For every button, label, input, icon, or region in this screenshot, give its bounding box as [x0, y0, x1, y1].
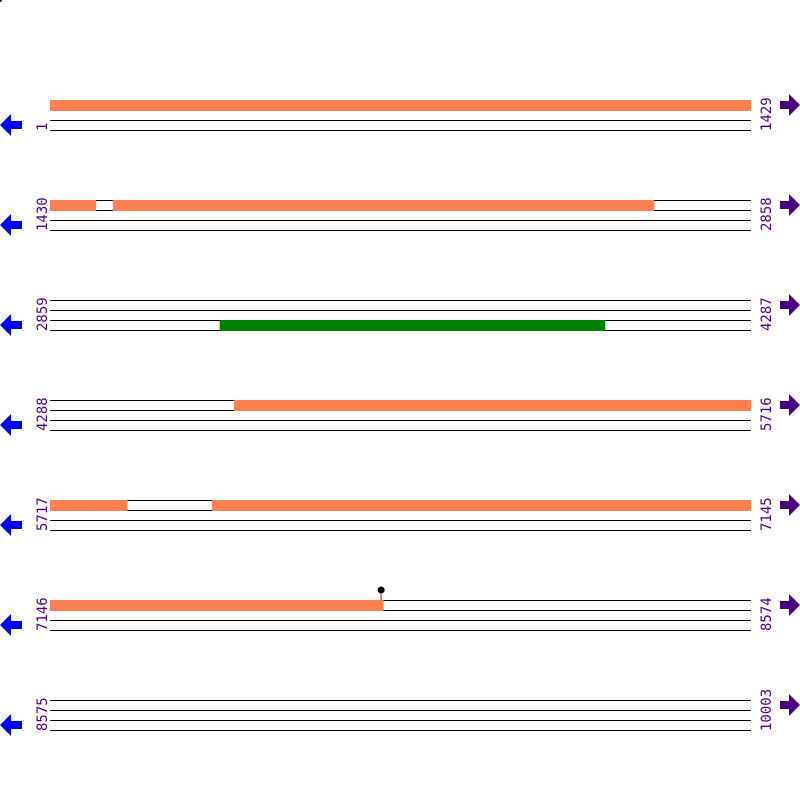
- arrow-right-icon: [780, 94, 800, 116]
- arrow-left-icon: [0, 614, 22, 636]
- row-start-label: 2859: [35, 297, 51, 331]
- orf-feature[interactable]: [50, 600, 384, 611]
- arrow-right-icon: [780, 194, 800, 216]
- row-end-label: 10003: [759, 689, 775, 731]
- orf-feature[interactable]: [50, 500, 128, 511]
- orf-feature[interactable]: [50, 100, 751, 111]
- row-end-label: 4287: [759, 297, 775, 331]
- orf-feature[interactable]: [112, 200, 655, 211]
- map-row: 8575 10003: [0, 689, 800, 736]
- row-end-label: 2858: [759, 197, 775, 231]
- site-marker[interactable]: [377, 586, 385, 594]
- map-row: 2859 4287: [0, 294, 800, 336]
- orf-feature[interactable]: [233, 400, 752, 411]
- arrow-left-icon: [0, 414, 22, 436]
- row-end-label: 7145: [759, 497, 775, 531]
- corner-dot: [0, 0, 2, 2]
- arrow-left-icon: [0, 714, 22, 736]
- arrow-right-icon: [780, 694, 800, 716]
- row-start-label: 7146: [35, 597, 51, 631]
- row-start-label: 1: [35, 123, 51, 131]
- arrow-right-icon: [780, 494, 800, 516]
- arrow-left-icon: [0, 114, 22, 136]
- orf-feature[interactable]: [211, 500, 751, 511]
- arrow-right-icon: [780, 394, 800, 416]
- orf-feature[interactable]: [50, 200, 97, 211]
- row-end-label: 1429: [759, 97, 775, 131]
- arrow-right-icon: [780, 594, 800, 616]
- arrow-left-icon: [0, 514, 22, 536]
- row-end-label: 5716: [759, 397, 775, 431]
- orf-feature[interactable]: [219, 320, 606, 331]
- row-start-label: 4288: [35, 397, 51, 431]
- row-start-label: 8575: [35, 697, 51, 731]
- arrow-right-icon: [780, 294, 800, 316]
- row-start-label: 5717: [35, 497, 51, 531]
- arrow-left-icon: [0, 314, 22, 336]
- row-start-label: 1430: [35, 197, 51, 231]
- row-end-label: 8574: [759, 597, 775, 631]
- arrow-left-icon: [0, 214, 22, 236]
